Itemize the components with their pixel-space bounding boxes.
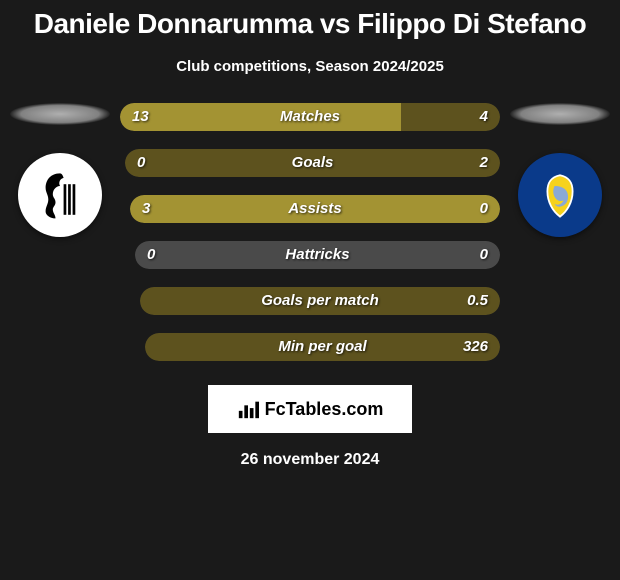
platform-ellipse — [10, 103, 110, 125]
watermark-text: FcTables.com — [265, 399, 384, 420]
stat-label: Goals — [125, 149, 500, 177]
stat-bars: 134Matches 02Goals 30Assists 00Hattricks 0.5… — [120, 103, 500, 361]
stats-area: 134Matches 02Goals 30Assists 00Hattricks 0.5… — [0, 103, 620, 361]
stat-row: 326Min per goal — [145, 333, 500, 361]
stat-label: Goals per match — [140, 287, 500, 315]
comparison-card: Daniele Donnarumma vs Filippo Di Stefano… — [0, 0, 620, 580]
platform-ellipse — [510, 103, 610, 125]
page-subtitle: Club competitions, Season 2024/2025 — [176, 58, 444, 75]
stat-row: 00Hattricks — [135, 241, 500, 269]
stat-label: Hattricks — [135, 241, 500, 269]
footer-date: 26 november 2024 — [241, 451, 380, 469]
watermark: FcTables.com — [208, 385, 412, 433]
team-crest-left — [18, 153, 102, 237]
right-team-col — [510, 103, 610, 361]
stat-row: 30Assists — [130, 195, 500, 223]
stat-label: Matches — [120, 103, 500, 131]
left-team-col — [10, 103, 110, 361]
team-crest-right — [518, 153, 602, 237]
lion-shield-icon — [533, 168, 587, 222]
stat-row: 0.5Goals per match — [140, 287, 500, 315]
seahorse-icon — [33, 168, 87, 222]
stat-label: Min per goal — [145, 333, 500, 361]
bar-chart-icon — [237, 398, 259, 420]
stat-label: Assists — [130, 195, 500, 223]
stat-row: 02Goals — [125, 149, 500, 177]
page-title: Daniele Donnarumma vs Filippo Di Stefano — [34, 8, 587, 40]
stat-row: 134Matches — [120, 103, 500, 131]
